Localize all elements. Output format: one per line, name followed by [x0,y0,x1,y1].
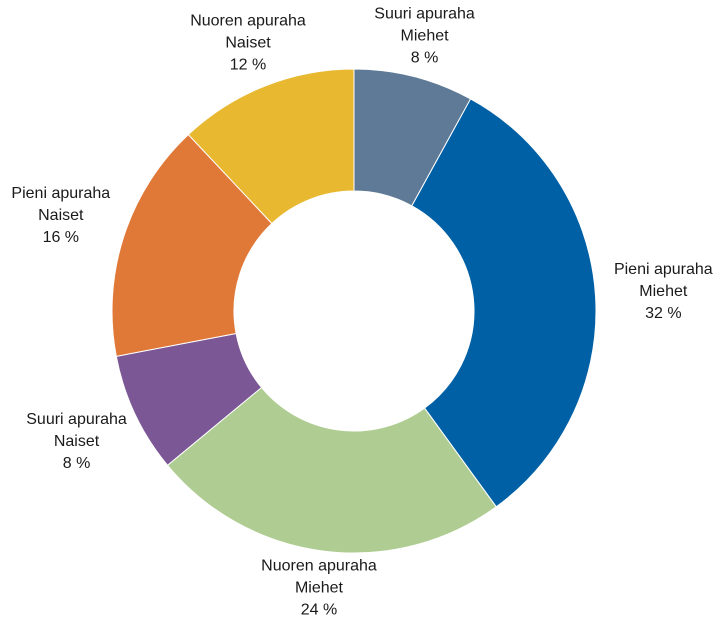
donut-slice [166,386,497,554]
slice-label: Naiset [38,207,84,224]
slice-label: Naiset [54,433,100,450]
slice-label: Miehet [401,27,450,44]
slice-label: Suuri apuraha [26,411,127,428]
slice-label: Nuoren apuraha [261,557,377,574]
slice-label: Nuoren apuraha [190,13,306,30]
slice-label: Suuri apuraha [374,5,475,22]
donut-slice [411,98,597,508]
slice-label: Miehet [295,579,344,596]
slice-label: 24 % [301,601,337,618]
donut-slice [111,133,273,357]
slice-label: Miehet [639,283,688,300]
slice-label: Pieni apuraha [11,185,110,202]
slice-label: 8 % [63,455,91,472]
slice-label: 32 % [645,305,681,322]
slice-label: 8 % [411,49,439,66]
slice-label: Pieni apuraha [614,261,713,278]
slice-label: Naiset [225,35,271,52]
slice-label: 12 % [230,57,266,74]
slice-label: 16 % [43,229,79,246]
donut-slice [187,68,355,225]
